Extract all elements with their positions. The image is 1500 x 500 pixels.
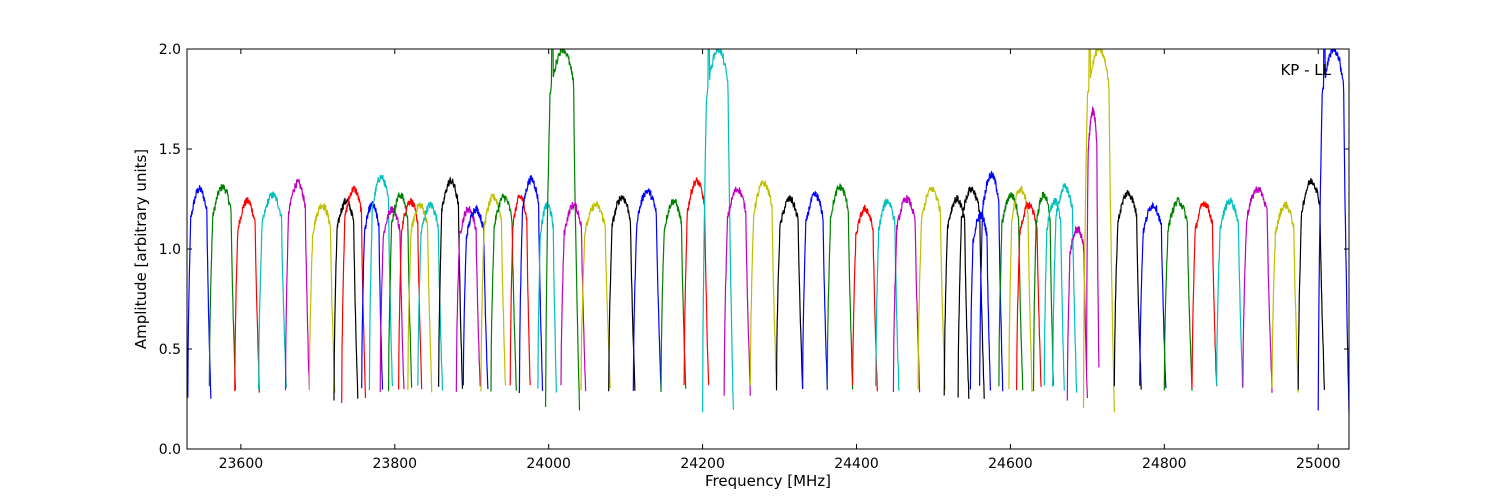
series-line-58 <box>1242 186 1273 393</box>
series-line-46 <box>1016 200 1042 391</box>
x-tick-label: 24400 <box>834 456 879 472</box>
y-axis-label: Amplitude [arbitrary units] <box>132 149 150 349</box>
series-line-43 <box>979 171 1004 392</box>
series-line-37 <box>875 198 900 391</box>
series-line-9 <box>368 174 394 391</box>
series-line-30 <box>702 49 734 413</box>
series-line-28 <box>660 198 687 393</box>
series-line-55 <box>1163 196 1193 391</box>
plot-frame <box>186 48 1350 450</box>
series-line-49 <box>1052 183 1078 393</box>
series-line-56 <box>1191 200 1218 388</box>
series-line-27 <box>632 188 662 391</box>
series-line-41 <box>957 186 985 399</box>
series-line-13 <box>407 201 433 393</box>
series-line-40 <box>943 195 970 399</box>
series-line-35 <box>826 183 854 390</box>
series-line-32 <box>749 180 778 387</box>
x-tick-label: 23800 <box>373 456 418 472</box>
y-tick-label: 0.5 <box>159 342 181 358</box>
x-tick-label: 24600 <box>988 456 1033 472</box>
series-line-44 <box>998 192 1024 391</box>
series-line-50 <box>1066 225 1088 401</box>
series-line-2 <box>234 197 260 393</box>
series-line-24 <box>560 200 587 392</box>
y-tick-label: 1.0 <box>159 242 181 258</box>
series-line-34 <box>802 190 828 390</box>
series-line-57 <box>1216 197 1244 388</box>
x-tick-label: 23600 <box>219 456 264 472</box>
series-line-51 <box>1082 49 1115 413</box>
series-line-10 <box>379 205 405 393</box>
plot-lines <box>187 49 1349 414</box>
chart-annotation: KP - LL <box>1280 61 1331 79</box>
series-line-48 <box>1043 197 1065 391</box>
series-line-12 <box>398 197 423 390</box>
series-line-38 <box>892 195 921 393</box>
series-line-59 <box>1271 201 1299 393</box>
series-line-1 <box>208 184 237 391</box>
x-tick-label: 25000 <box>1296 456 1341 472</box>
y-tick-label: 0.0 <box>159 442 181 458</box>
series-line-36 <box>852 204 878 392</box>
series-line-47 <box>1032 191 1055 392</box>
x-tick-label: 24200 <box>680 456 725 472</box>
series-line-4 <box>284 177 310 391</box>
series-line-3 <box>258 191 287 390</box>
series-line-42 <box>969 211 991 391</box>
series-line-5 <box>308 203 336 393</box>
series-line-16 <box>455 206 481 392</box>
series-line-25 <box>580 200 611 391</box>
series-line-45 <box>1008 185 1033 393</box>
series-line-14 <box>417 201 444 391</box>
x-tick-label: 24800 <box>1142 456 1187 472</box>
series-line-6 <box>333 197 359 401</box>
series-line-54 <box>1139 201 1167 389</box>
series-line-39 <box>917 186 946 390</box>
series-line-7 <box>341 185 367 404</box>
y-tick-label: 2.0 <box>159 42 181 58</box>
series-line-23 <box>545 49 581 411</box>
series-line-21 <box>518 174 544 394</box>
series-line-33 <box>775 195 804 391</box>
axis-ticks: 23600 23800 24000 24200 24400 24600 24800 25000… <box>159 42 1349 472</box>
series-line-19 <box>490 192 517 392</box>
series-line-20 <box>509 193 531 386</box>
series-line-31 <box>723 186 751 396</box>
x-axis-label: Frequency [MHz] <box>705 472 831 490</box>
series-line-0 <box>187 185 212 399</box>
x-tick-label: 24000 <box>526 456 571 472</box>
series-line-11 <box>388 192 413 392</box>
series-line-52 <box>1086 106 1100 371</box>
series-line-26 <box>608 195 636 392</box>
y-tick-label: 1.5 <box>159 142 181 158</box>
series-line-18 <box>480 193 507 392</box>
series-line-61 <box>1317 49 1349 414</box>
series-line-53 <box>1113 189 1142 390</box>
series-line-15 <box>438 176 464 389</box>
